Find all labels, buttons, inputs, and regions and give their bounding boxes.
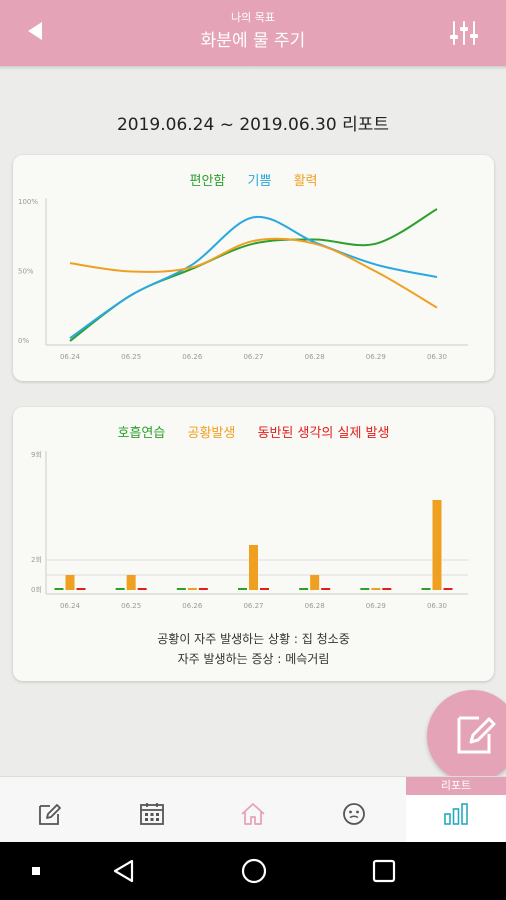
x-tick-label: 06.28	[305, 353, 325, 361]
legend-joy: 기쁨	[247, 174, 272, 189]
bar-0-2	[176, 588, 186, 590]
edit-icon	[39, 804, 61, 825]
x-tick-label: 06.26	[182, 602, 203, 610]
x-tick-label: 06.27	[243, 602, 263, 610]
dot-icon	[32, 867, 40, 875]
bar-1-2	[187, 588, 197, 590]
face-icon	[343, 803, 365, 825]
y-tick-label: 9회	[31, 451, 42, 459]
nav-home[interactable]	[202, 777, 303, 843]
legend-comfort: 편안함	[189, 174, 226, 189]
series-line-2	[69, 237, 438, 309]
summary-symptom: 자주 발생하는 증상 : 메슥거림	[177, 652, 330, 666]
bar-1-3	[249, 545, 258, 590]
bar-0-6	[421, 588, 431, 590]
bar-0-4	[299, 588, 309, 590]
active-tab-badge: 리포트	[406, 777, 506, 795]
x-tick-label: 06.24	[60, 602, 81, 610]
app-header: 나의 목표 화분에 물 주기	[0, 0, 506, 66]
event-bar-chart: 9회 2회 0회 06.24 06.25 06.26 06.27 06.28 06.29 06.3…	[31, 451, 468, 610]
home-icon	[241, 803, 265, 825]
header-shadow	[0, 66, 506, 70]
sliders-icon[interactable]	[449, 20, 479, 46]
y-tick-label: 0%	[18, 337, 29, 345]
legend-thought: 동반된 생각의 실제 발생	[257, 426, 390, 441]
series-line-1	[69, 215, 438, 340]
nav-write[interactable]	[0, 777, 101, 843]
x-tick-label: 06.29	[366, 353, 386, 361]
back-arrow-icon[interactable]	[28, 22, 42, 40]
x-tick-label: 06.25	[121, 353, 141, 361]
legend-breathing: 호흡연습	[117, 426, 166, 441]
bar-1-4	[310, 575, 320, 590]
bar-2-4	[321, 588, 331, 590]
recents-square-icon[interactable]	[372, 859, 396, 883]
legend-vitality: 활력	[293, 174, 318, 189]
event-legend: 호흡연습 공황발생 동반된 생각의 실제 발생	[13, 422, 494, 441]
header-subtitle: 나의 목표	[231, 11, 275, 24]
event-chart-card: 호흡연습 공황발생 동반된 생각의 실제 발생 9회 2회 0회 06.24 06.25…	[13, 407, 494, 681]
edit-note-icon	[457, 716, 496, 754]
write-fab-button[interactable]	[427, 690, 506, 782]
bar-2-1	[137, 588, 147, 590]
bottom-nav: 리포트	[0, 776, 506, 843]
x-tick-label: 06.28	[305, 602, 325, 610]
x-tick-label: 06.26	[182, 353, 203, 361]
bar-2-5	[382, 588, 392, 590]
y-tick-label: 0회	[31, 586, 42, 594]
calendar-icon	[140, 803, 164, 825]
bar-chart-icon	[444, 803, 468, 825]
back-triangle-icon[interactable]	[112, 858, 136, 884]
emotion-line-chart: 100% 50% 0% 06.24 06.25 06.26 06.27 06.28 06.29 0…	[18, 198, 468, 361]
x-tick-label: 06.24	[60, 353, 81, 361]
bar-0-5	[360, 588, 370, 590]
system-nav-bar	[0, 842, 506, 900]
header-title: 화분에 물 주기	[200, 31, 306, 51]
nav-mood[interactable]	[303, 777, 404, 843]
bar-1-1	[126, 575, 136, 590]
bar-1-0	[65, 575, 75, 590]
y-tick-label: 50%	[18, 268, 34, 276]
summary-situation: 공황이 자주 발생하는 상황 : 집 청소중	[157, 632, 350, 646]
x-tick-label: 06.30	[427, 602, 447, 610]
bar-2-3	[260, 588, 269, 590]
bar-1-5	[371, 588, 381, 590]
report-title: 2019.06.24 ~ 2019.06.30 리포트	[116, 115, 390, 135]
x-tick-label: 06.27	[243, 353, 263, 361]
x-tick-label: 06.30	[427, 353, 447, 361]
bar-0-3	[238, 588, 247, 590]
x-tick-label: 06.29	[366, 602, 386, 610]
nav-calendar[interactable]	[101, 777, 202, 843]
bar-0-1	[115, 588, 125, 590]
bar-2-2	[198, 588, 208, 590]
y-tick-label: 2회	[31, 556, 42, 564]
legend-panic: 공황발생	[187, 426, 236, 441]
bar-2-0	[76, 588, 86, 590]
bar-0-0	[54, 588, 64, 590]
home-circle-icon[interactable]	[240, 857, 268, 885]
y-tick-label: 100%	[18, 198, 38, 206]
emotion-chart-card: 편안함 기쁨 활력 100% 50% 0% 06.24 06.25 06.26 06.27 0…	[13, 155, 494, 381]
x-tick-label: 06.25	[121, 602, 141, 610]
bar-2-6	[443, 588, 453, 590]
emotion-legend: 편안함 기쁨 활력	[13, 170, 494, 189]
bar-1-6	[432, 500, 442, 590]
